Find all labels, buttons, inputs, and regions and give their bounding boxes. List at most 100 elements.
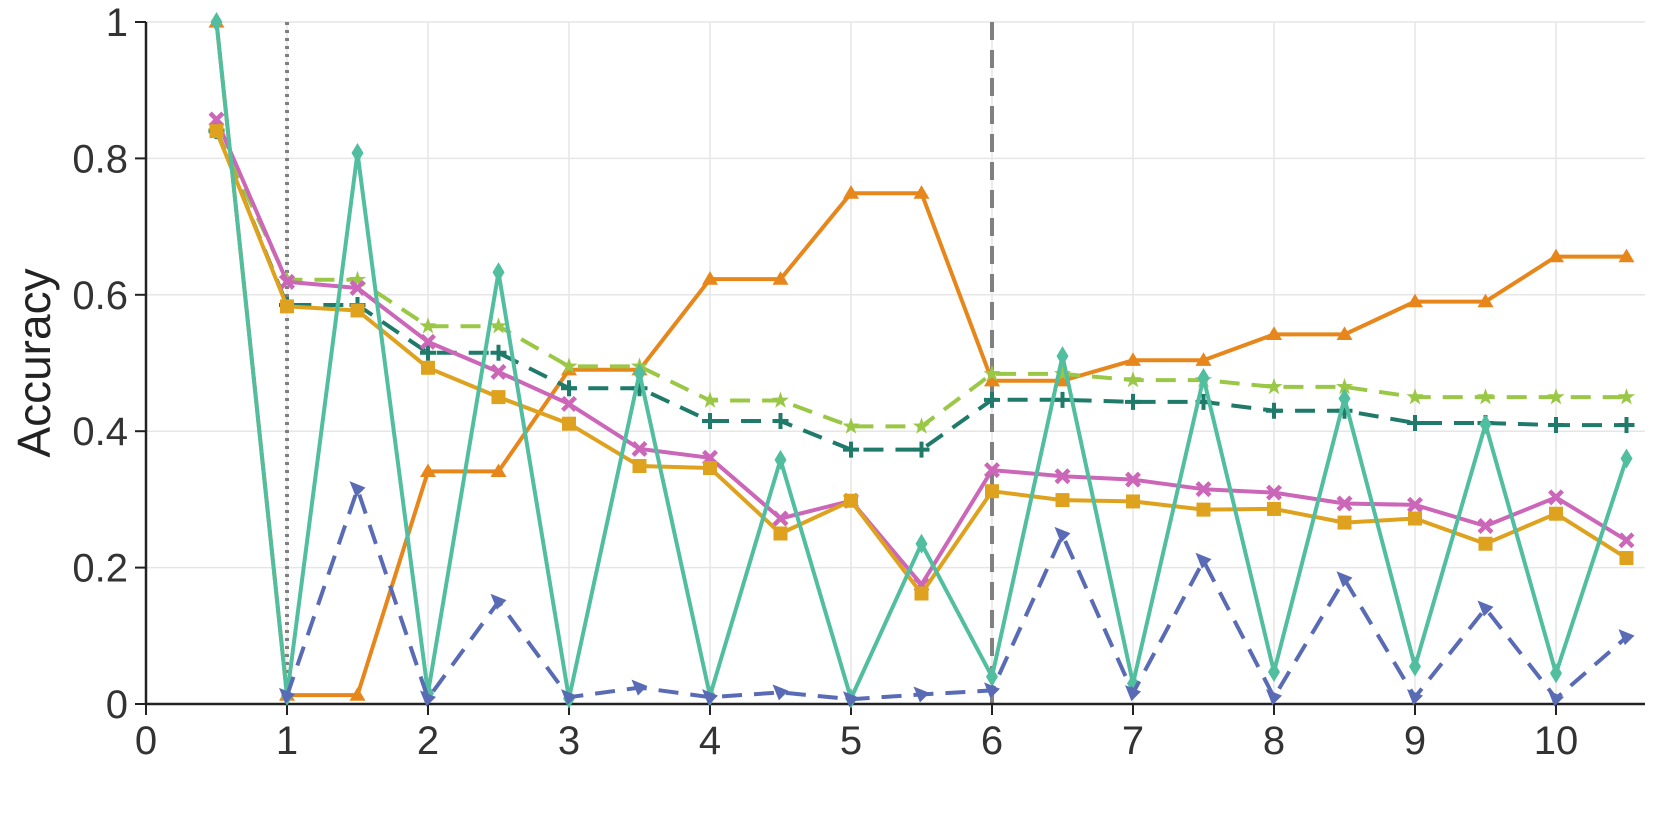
data-point-square	[1478, 536, 1493, 551]
data-point-star	[1265, 377, 1283, 395]
data-point-star	[983, 364, 1001, 382]
data-point-star	[1335, 377, 1354, 395]
data-point-x	[279, 273, 295, 290]
data-point-triangle	[490, 463, 507, 478]
data-point-star	[560, 357, 578, 374]
data-point-x	[561, 395, 577, 412]
x-tick-label: 1	[276, 719, 298, 763]
data-point-plus	[561, 380, 577, 397]
data-point-triangle	[1477, 293, 1494, 308]
data-point-x	[349, 279, 366, 296]
data-point-triangle	[1336, 326, 1353, 340]
series-3	[208, 123, 1635, 458]
y-tick-label: 0	[106, 683, 128, 727]
data-point-x	[1548, 489, 1564, 506]
data-point-diamond	[1409, 656, 1421, 677]
x-tick-label: 3	[558, 719, 580, 763]
data-point-triangle-right	[1477, 600, 1494, 617]
data-point-x	[1054, 468, 1071, 485]
data-point-square	[421, 360, 435, 375]
x-tick-label: 6	[981, 719, 1003, 763]
data-point-triangle-right	[913, 686, 930, 703]
data-point-square	[280, 299, 294, 314]
data-point-square	[1126, 494, 1140, 509]
data-point-plus	[1125, 393, 1141, 410]
data-point-square	[1267, 501, 1281, 516]
data-point-square	[985, 484, 999, 499]
data-point-triangle-right	[772, 684, 789, 701]
data-point-star	[1406, 388, 1424, 405]
y-tick-label: 1	[106, 1, 128, 45]
data-point-triangle-right	[1125, 685, 1141, 702]
x-tick-label: 2	[417, 719, 439, 763]
data-point-square	[562, 416, 576, 431]
tick-labels: 0 1 2 3 4 5 6 7 8 9 10 0 0.2 0.4 0.6 0.8 1	[72, 1, 1578, 763]
y-tick-label: 0.6	[72, 274, 128, 318]
reference-lines	[285, 22, 994, 704]
data-point-diamond	[492, 262, 505, 283]
data-point-triangle	[984, 372, 1000, 387]
data-point-plus	[1618, 417, 1635, 434]
x-tick-label: 7	[1122, 719, 1144, 763]
series-line	[285, 487, 1628, 702]
data-point-triangle	[843, 185, 859, 199]
data-point-plus	[1548, 417, 1564, 434]
data-point-square	[1408, 511, 1422, 526]
data-point-x	[208, 111, 225, 128]
data-point-x	[420, 333, 436, 350]
data-point-square	[1619, 551, 1634, 566]
data-point-square	[491, 390, 506, 405]
data-point-star	[419, 317, 437, 334]
data-point-x	[984, 462, 1000, 479]
data-point-star	[912, 417, 931, 434]
series-7	[279, 481, 1635, 708]
data-point-triangle-right	[279, 687, 295, 704]
data-point-square	[703, 461, 717, 476]
y-tick-label: 0.2	[72, 547, 128, 591]
series-2	[207, 122, 1636, 434]
data-point-triangle-right	[1548, 690, 1564, 707]
data-point-triangle	[913, 185, 930, 199]
x-tick-label: 0	[135, 719, 157, 763]
x-tick-label: 8	[1263, 719, 1285, 763]
data-point-diamond	[1056, 346, 1069, 367]
data-point-triangle	[1125, 352, 1141, 366]
data-point-diamond	[1197, 368, 1210, 389]
series-5	[209, 124, 1634, 601]
data-point-x	[1477, 518, 1494, 534]
data-point-triangle-right	[631, 679, 648, 696]
data-point-x	[772, 510, 789, 527]
data-point-star	[489, 317, 508, 334]
y-tick-label: 0.8	[72, 137, 128, 181]
series-6	[210, 12, 1633, 709]
data-point-square	[1196, 502, 1211, 517]
data-point-star	[1053, 364, 1072, 382]
data-point-star	[701, 391, 719, 408]
data-point-square	[844, 493, 858, 508]
data-point-triangle-right	[561, 689, 577, 706]
x-tick-label: 9	[1404, 719, 1426, 763]
data-point-x	[490, 363, 507, 380]
data-point-plus	[1407, 415, 1423, 432]
data-point-x	[1618, 532, 1635, 549]
data-point-triangle-right	[420, 690, 436, 707]
data-point-diamond	[1550, 663, 1562, 684]
data-point-x	[1266, 484, 1282, 501]
data-point-triangle	[1548, 248, 1564, 263]
data-point-square	[209, 124, 224, 139]
data-point-plus	[420, 344, 436, 361]
data-point-triangle-right	[843, 691, 859, 708]
data-point-star	[771, 391, 790, 408]
data-point-star	[842, 417, 860, 434]
data-point-triangle	[702, 271, 718, 285]
data-point-triangle	[772, 271, 789, 285]
data-point-diamond	[210, 12, 223, 32]
data-point-plus	[843, 441, 859, 458]
data-point-plus	[490, 344, 507, 361]
data-point-star	[1476, 388, 1495, 405]
data-point-diamond	[1479, 414, 1492, 435]
data-point-square	[1549, 506, 1563, 521]
data-point-star	[348, 270, 367, 288]
data-point-diamond	[351, 142, 364, 163]
data-point-plus	[1266, 402, 1282, 419]
